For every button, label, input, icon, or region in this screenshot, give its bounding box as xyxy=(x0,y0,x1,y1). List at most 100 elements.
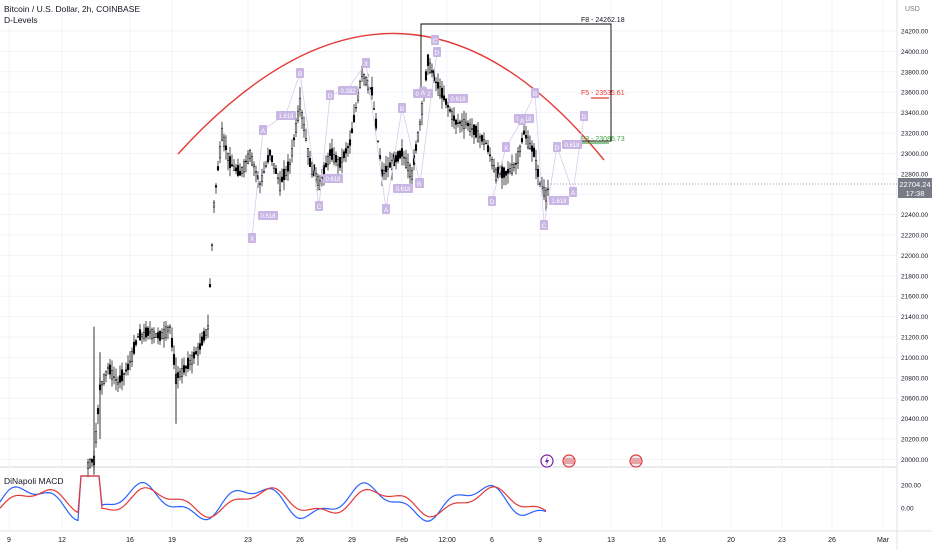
f8-level-box[interactable] xyxy=(420,23,612,142)
ratio-box[interactable] xyxy=(448,94,468,103)
candle-body xyxy=(344,148,348,154)
candle-body xyxy=(144,327,148,338)
time-tick-label: Feb xyxy=(396,537,408,544)
candle-body xyxy=(166,327,170,332)
pattern-point-box[interactable] xyxy=(382,204,390,214)
candle-body xyxy=(302,124,306,131)
pattern-point-box[interactable] xyxy=(540,220,548,230)
price-tick-label: 21600.00 xyxy=(901,294,928,301)
f3-level-label: F3 - 23086.73 xyxy=(581,136,625,143)
pattern-point-box[interactable] xyxy=(362,58,370,68)
ratio-box[interactable] xyxy=(393,184,413,193)
candle-body xyxy=(218,146,222,159)
candle-body xyxy=(504,171,508,176)
indicator-d-levels[interactable]: D-Levels xyxy=(4,15,38,25)
candle-body xyxy=(362,74,366,79)
pattern-point-label: X xyxy=(504,145,509,152)
candle-body xyxy=(408,165,412,178)
rounding-top-arc[interactable] xyxy=(177,32,605,161)
pattern-point-box[interactable] xyxy=(569,187,577,197)
pattern-point-box[interactable] xyxy=(326,90,334,100)
candle-body xyxy=(340,157,344,163)
pattern-point-box[interactable] xyxy=(553,142,561,152)
time-tick-label: 9 xyxy=(7,537,11,544)
us-flag-icon[interactable] xyxy=(562,454,576,468)
macd-tick-label: 0.00 xyxy=(901,506,914,513)
macd-legend[interactable]: DiNapoli MACD xyxy=(4,476,64,486)
candle-body xyxy=(286,161,290,172)
candle-body xyxy=(350,128,354,134)
lightning-icon[interactable] xyxy=(540,454,554,468)
current-price-tag: 22704.24 17:38 xyxy=(898,178,932,198)
candle-body xyxy=(420,102,424,115)
pattern-point-box[interactable] xyxy=(296,68,304,78)
candle-body xyxy=(264,165,268,167)
ratio-box[interactable] xyxy=(562,140,582,149)
candle-body xyxy=(204,329,208,336)
pattern-point-box[interactable] xyxy=(419,87,427,97)
candle-body xyxy=(492,165,496,172)
pattern-point-box[interactable] xyxy=(502,142,510,152)
pattern-point-box[interactable] xyxy=(315,201,323,211)
pattern-point-box[interactable] xyxy=(531,88,539,98)
candle-body xyxy=(100,381,104,386)
candle-body xyxy=(106,366,110,369)
symbol-title[interactable]: Bitcoin / U.S. Dollar, 2h, COINBASE xyxy=(4,4,141,14)
ratio-box[interactable] xyxy=(338,86,358,95)
pattern-point-box[interactable] xyxy=(518,115,526,125)
ratio-box[interactable] xyxy=(276,111,296,120)
pattern-point-box[interactable] xyxy=(580,111,588,121)
candle-body xyxy=(386,166,390,170)
us-flag-icon[interactable] xyxy=(629,454,643,468)
ratio-box[interactable] xyxy=(323,174,343,183)
candle-body xyxy=(160,332,164,340)
candle-body xyxy=(300,112,304,119)
candle-body xyxy=(274,168,278,174)
candle-body xyxy=(334,155,338,163)
candle-body xyxy=(452,115,456,121)
pattern-point-label: D xyxy=(435,50,440,57)
pattern-point-label: A xyxy=(520,118,525,125)
price-tick-label: 21400.00 xyxy=(901,314,928,321)
price-tick-label: 21200.00 xyxy=(901,335,928,342)
pattern-point-box[interactable] xyxy=(248,233,256,243)
pattern-point-box[interactable] xyxy=(433,47,441,57)
price-pane[interactable] xyxy=(0,0,897,467)
candle-body xyxy=(212,202,216,208)
macd-tick-label: 200.00 xyxy=(901,483,921,490)
pattern-point-box[interactable] xyxy=(431,35,439,45)
candle-body xyxy=(440,87,444,99)
candle-body xyxy=(534,159,538,170)
price-tick-label: 22200.00 xyxy=(901,233,928,240)
macd-slow-line[interactable] xyxy=(0,475,547,518)
pattern-point-box[interactable] xyxy=(415,178,423,188)
candle-body xyxy=(154,333,158,338)
pattern-point-box[interactable] xyxy=(259,125,267,135)
pattern-point-label: A xyxy=(421,90,426,97)
price-tick-label: 20600.00 xyxy=(901,396,928,403)
candle-body xyxy=(480,135,484,142)
candle-body xyxy=(260,175,264,182)
candle-body xyxy=(178,371,182,378)
candle-body xyxy=(132,341,136,354)
candle-body xyxy=(94,431,98,443)
candle-body xyxy=(514,163,518,165)
pattern-point-box[interactable] xyxy=(488,196,496,206)
price-tick-label: 21800.00 xyxy=(901,273,928,280)
candle-body xyxy=(124,369,128,372)
candle-body xyxy=(180,368,184,377)
pattern-point-box[interactable] xyxy=(398,103,406,113)
ratio-label: 0.618 xyxy=(260,214,276,220)
candle-body xyxy=(250,155,254,166)
candle-body xyxy=(134,340,138,345)
candle-body xyxy=(464,121,468,125)
candle-body xyxy=(474,125,478,138)
candle-body xyxy=(508,168,512,173)
candle-body xyxy=(176,372,180,378)
ratio-box[interactable] xyxy=(549,196,569,205)
ratio-box[interactable] xyxy=(258,211,278,220)
candle-body xyxy=(352,115,356,123)
candle-body xyxy=(530,145,534,152)
